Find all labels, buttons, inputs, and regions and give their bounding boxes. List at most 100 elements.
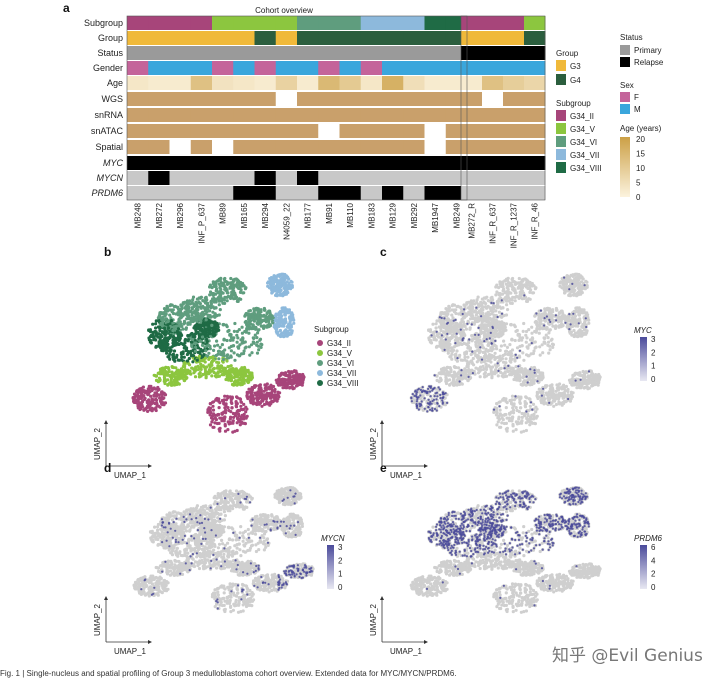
umap-cell-point <box>137 388 141 392</box>
umap-cell-point <box>597 374 602 378</box>
legend-subgroup-label: G34_VI <box>570 138 597 147</box>
umap-cell-point <box>251 340 255 344</box>
umap-cell-point <box>191 367 196 371</box>
sample-label: MB91 <box>325 202 334 223</box>
umap-cell-point <box>144 389 148 394</box>
umap-cell-point <box>167 326 171 330</box>
umap-cell-point <box>204 312 208 316</box>
heatmap-cell-group <box>254 31 277 45</box>
heatmap-cell-age <box>297 76 319 90</box>
umap-cell-point <box>554 395 558 399</box>
umap-cell-point <box>297 377 301 381</box>
umap-cell-point <box>220 343 224 347</box>
umap-cell-point <box>154 333 158 337</box>
heatmap-cell-gender <box>524 61 546 75</box>
umap-cell-point <box>234 368 238 372</box>
umap-cell-point <box>161 371 165 375</box>
heatmap-cell-group <box>339 31 362 45</box>
heatmap-cell-spatial <box>503 140 525 154</box>
umap-cell-point <box>273 387 277 392</box>
umap-cell-point <box>207 343 211 347</box>
umap-cell-point <box>212 425 216 429</box>
heatmap-cell-gender <box>233 61 255 75</box>
relapse-frame <box>460 15 546 201</box>
umap-cell-point <box>519 395 523 399</box>
umap-cell-point <box>532 412 536 416</box>
umap-cell-point <box>278 293 282 297</box>
heatmap-cell-spatial <box>212 140 234 154</box>
umap-cell-point <box>461 320 465 324</box>
umap-cell-point <box>158 342 162 346</box>
umap-cell-point <box>217 406 221 410</box>
umap-cell-point <box>239 297 243 301</box>
umap-cell-point <box>274 330 278 334</box>
heatmap-cell-prdm6 <box>190 186 213 200</box>
umap-cell-point <box>163 314 167 318</box>
umap-cell-point <box>466 344 471 348</box>
umap-cell-point <box>280 306 284 310</box>
umap-cell-point <box>181 301 185 305</box>
legend-age-title: Age (years) <box>620 124 662 133</box>
umap-cell-point <box>528 404 532 408</box>
legend-age-tick: 5 <box>636 179 641 188</box>
umap-cell-point <box>238 290 243 294</box>
umap-cell-point <box>217 349 221 353</box>
umap-cell-point <box>513 299 517 303</box>
umap-cell-point <box>199 306 203 310</box>
legend-age-tick: 10 <box>636 164 645 173</box>
heatmap-cell-group <box>461 31 483 45</box>
sample-label: MB272_R <box>468 203 477 239</box>
heatmap-cell-snatac <box>339 124 362 138</box>
umap-cell-point <box>227 356 231 360</box>
umap-cell-point <box>178 320 182 324</box>
heatmap-cell-snatac <box>403 124 425 138</box>
umap-cell-point <box>269 281 273 286</box>
heatmap-cell-spatial <box>190 140 213 154</box>
umap-cell-point <box>257 348 261 352</box>
umap-cell-point <box>226 406 230 410</box>
umap-cell-point <box>195 322 199 327</box>
heatmap-cell-snrna <box>403 108 425 122</box>
umap-cell-point <box>237 414 241 418</box>
umap-cell-point <box>220 419 224 423</box>
heatmap-cell-age <box>127 76 149 90</box>
heatmap-cell-subgroup <box>461 16 483 30</box>
umap-cell-point <box>258 337 263 341</box>
umap-cell-point <box>283 313 287 317</box>
heatmap-cell-prdm6 <box>127 186 149 200</box>
umap-cell-point <box>170 310 174 314</box>
sample-label: INF_R_46 <box>531 202 540 239</box>
umap-cell-point <box>193 341 197 345</box>
heatmap-cell-gender <box>403 61 425 75</box>
heatmap-cell-myc <box>339 156 362 170</box>
umap-cell-point <box>511 422 515 427</box>
umap-cell-point <box>505 303 509 307</box>
umap-cell-point <box>284 381 288 385</box>
umap-cell-point <box>255 343 259 347</box>
umap-cell-point <box>467 370 471 374</box>
umap-cell-point <box>284 384 288 388</box>
heatmap-cell-gender <box>461 61 483 75</box>
track-label-snatac: snATAC <box>91 126 124 136</box>
heatmap-cell-spatial <box>254 140 277 154</box>
legend-sex-label: M <box>634 105 641 114</box>
umap-cell-point <box>211 367 215 371</box>
umap-cell-point <box>508 398 512 403</box>
umap-cell-point <box>468 347 472 351</box>
umap-cell-point <box>208 402 212 406</box>
umap-cell-point <box>284 334 288 338</box>
heatmap-cell-age <box>212 76 234 90</box>
umap-cell-point <box>552 404 556 408</box>
umap-cell-point <box>257 320 261 324</box>
umap-cell-point <box>255 351 260 355</box>
sample-label: MB1947 <box>431 202 440 232</box>
umap-cell-point <box>152 386 156 390</box>
umap-cell-point <box>215 327 219 331</box>
umap-axis-y-arrow <box>104 420 108 424</box>
umap-cell-point <box>172 349 177 353</box>
umap-cell-point <box>199 319 203 323</box>
legend-group-label: G3 <box>570 62 581 71</box>
umap-cell-point <box>191 298 195 302</box>
umap-cell-point <box>154 322 158 326</box>
heatmap-cell-gender <box>190 61 213 75</box>
